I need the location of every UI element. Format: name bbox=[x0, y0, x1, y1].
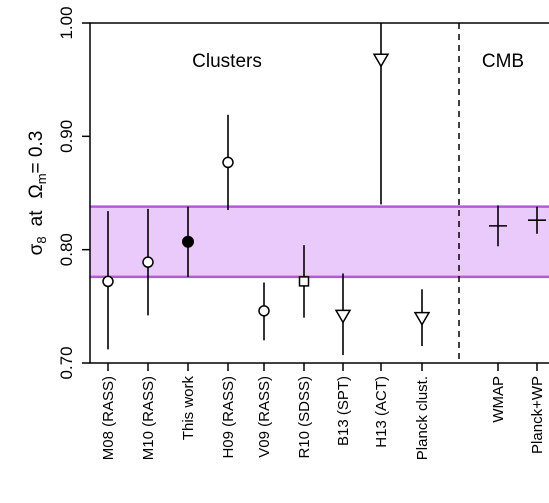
marker-1 bbox=[142, 256, 154, 268]
x-tick-label-3: H09 (RASS) bbox=[220, 376, 237, 459]
y-tick-label-3: 1.00 bbox=[57, 6, 76, 39]
y-axis-label-at: at bbox=[26, 210, 47, 227]
marker-0 bbox=[102, 275, 114, 288]
x-tick-label-6: B13 (SPT) bbox=[335, 376, 352, 446]
marker-7 bbox=[372, 53, 390, 68]
region-label-clusters: Clusters bbox=[192, 51, 262, 72]
x-tick-label-8: Planck clust. bbox=[414, 376, 431, 460]
y-axis-label-sigma-subscript: 8 bbox=[34, 236, 49, 243]
x-axis: M08 (RASS) M10 (RASS) This work H09 (RASS) V… bbox=[100, 363, 546, 460]
marker-5 bbox=[298, 276, 310, 287]
constraint-band bbox=[90, 206, 549, 277]
y-tick-label-1: 0.80 bbox=[57, 233, 76, 266]
marker-4 bbox=[258, 305, 270, 317]
x-tick-label-1: M10 (RASS) bbox=[140, 376, 157, 460]
x-tick-label-4: V09 (RASS) bbox=[256, 376, 273, 458]
y-axis-label-equals: = 0.3 bbox=[26, 131, 47, 174]
y-axis-label-omega: Ω bbox=[26, 184, 47, 198]
marker-8 bbox=[413, 311, 431, 327]
marker-3 bbox=[222, 156, 234, 169]
region-label-cmb: CMB bbox=[482, 51, 524, 72]
x-tick-label-9: WMAP bbox=[490, 376, 507, 423]
plot-frame bbox=[89, 22, 549, 364]
x-tick-label-0: M08 (RASS) bbox=[100, 376, 117, 460]
marker-2 bbox=[182, 235, 194, 248]
x-tick-label-5: R10 (SDSS) bbox=[296, 376, 313, 459]
y-axis-label-sigma: σ bbox=[26, 243, 47, 255]
y-tick-label-2: 0.90 bbox=[57, 120, 76, 153]
y-axis-label-omega-subscript: m bbox=[34, 173, 49, 184]
x-tick-label-10: Planck+WP bbox=[529, 376, 546, 454]
y-axis-label: σ8 at Ωm= 0.3 bbox=[26, 131, 49, 256]
y-axis: 0.70 0.80 0.90 1.00 bbox=[57, 6, 90, 380]
x-tick-label-2: This work bbox=[180, 376, 197, 441]
marker-6 bbox=[334, 309, 352, 324]
data-points bbox=[102, 23, 546, 356]
x-tick-label-7: H13 (ACT) bbox=[373, 376, 390, 448]
y-tick-label-0: 0.70 bbox=[57, 346, 76, 379]
